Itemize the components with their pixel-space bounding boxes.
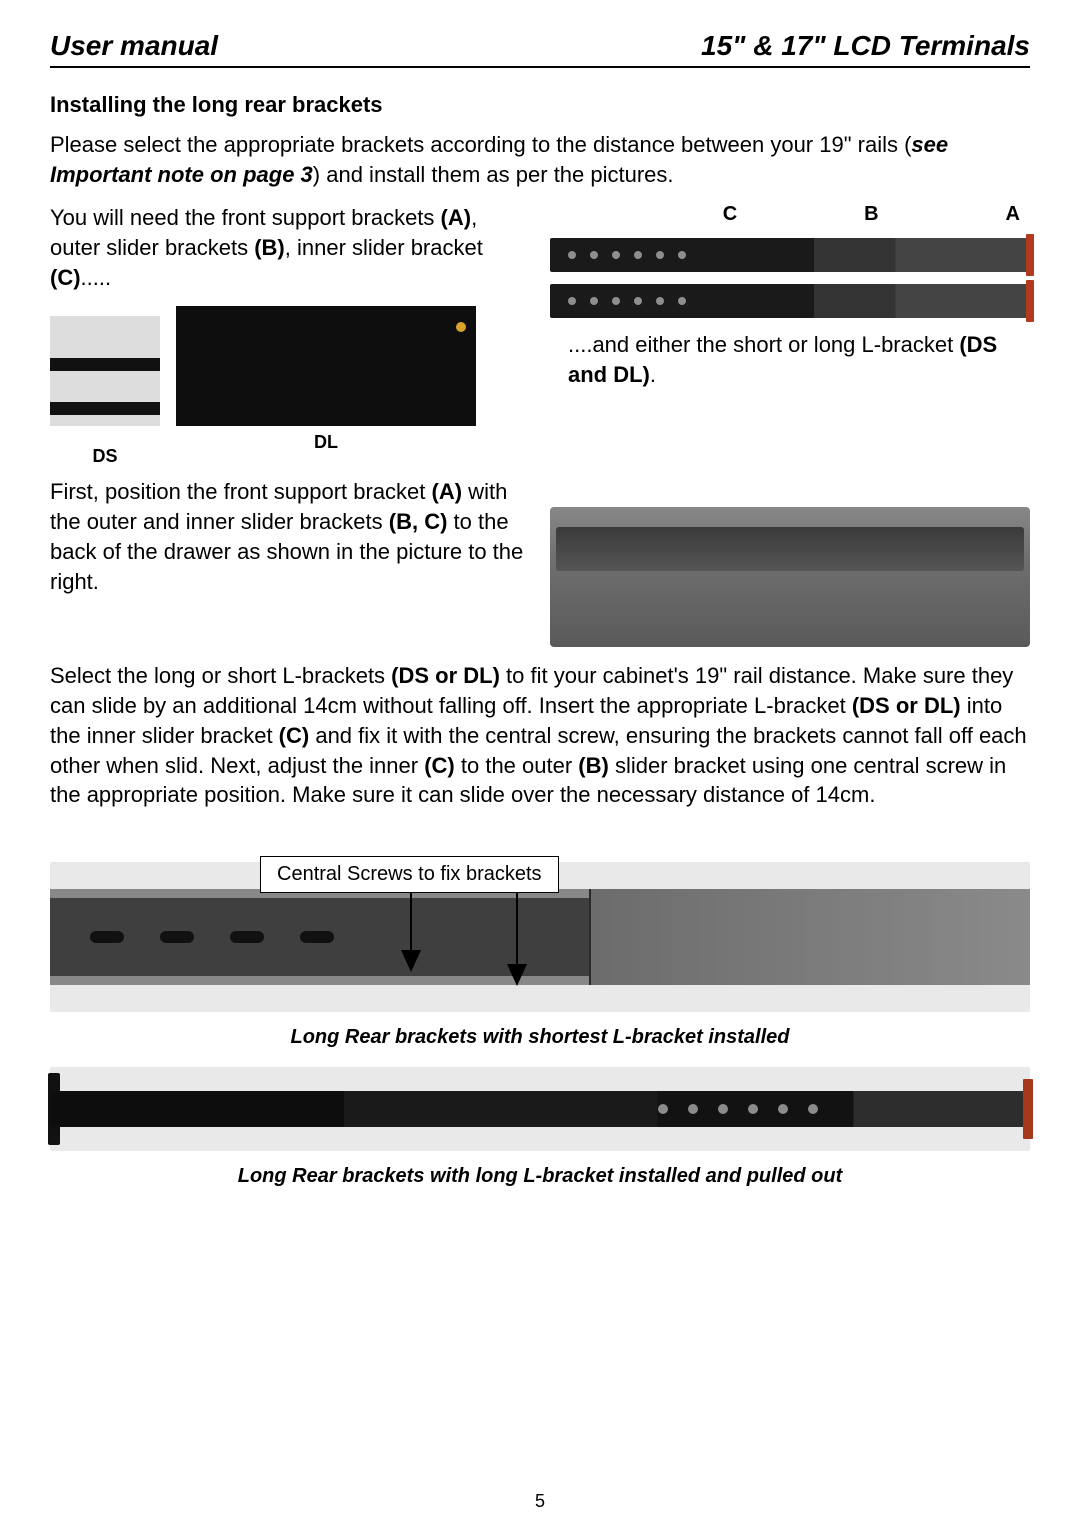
ds-dl-figures bbox=[50, 306, 530, 426]
p2a: ....and either the short or long L-brack… bbox=[568, 332, 959, 357]
sp-i: to the outer bbox=[455, 753, 579, 778]
col-right-2 bbox=[550, 477, 1030, 647]
section-title: Installing the long rear brackets bbox=[50, 92, 1030, 118]
p1e: , inner slider bracket bbox=[285, 235, 483, 260]
rail-label-a: A bbox=[1006, 203, 1020, 226]
central-screws-figure-wrap: Central Screws to fix brackets bbox=[50, 862, 1030, 1012]
sp-h: (C) bbox=[424, 753, 455, 778]
page-header: User manual 15" & 17" LCD Terminals bbox=[50, 30, 1030, 68]
arrow-stem-1 bbox=[410, 892, 412, 952]
sp-d: (DS or DL) bbox=[852, 693, 961, 718]
p1f: (C) bbox=[50, 265, 81, 290]
row-support-and-rails: You will need the front support brackets… bbox=[50, 203, 1030, 467]
sp-a: Select the long or short L-brackets bbox=[50, 663, 391, 688]
rail-dots bbox=[568, 251, 686, 259]
dl-bracket-figure bbox=[176, 306, 476, 426]
rail-dots bbox=[568, 297, 686, 305]
label-ds: DS bbox=[50, 432, 160, 467]
select-paragraph: Select the long or short L-brackets (DS … bbox=[50, 661, 1030, 809]
p1b: (A) bbox=[441, 205, 472, 230]
row-first-position: First, position the front support bracke… bbox=[50, 477, 1030, 647]
p2c: . bbox=[650, 362, 656, 387]
label-dl: DL bbox=[176, 432, 476, 467]
either-text: ....and either the short or long L-brack… bbox=[550, 330, 1030, 389]
p1d: (B) bbox=[254, 235, 285, 260]
rail-slots bbox=[90, 931, 334, 943]
rail-bottom bbox=[550, 284, 1030, 318]
header-right: 15" & 17" LCD Terminals bbox=[701, 30, 1030, 62]
caption-2: Long Rear brackets with long L-bracket i… bbox=[50, 1165, 1030, 1188]
drawer-inner bbox=[556, 527, 1024, 571]
p1a: You will need the front support brackets bbox=[50, 205, 441, 230]
intro-post: ) and install them as per the pictures. bbox=[313, 162, 674, 187]
rail-labels: C B A bbox=[550, 203, 1030, 232]
page-number: 5 bbox=[0, 1491, 1080, 1512]
intro-paragraph: Please select the appropriate brackets a… bbox=[50, 130, 1030, 189]
drawer-back-figure bbox=[550, 507, 1030, 647]
caption-1: Long Rear brackets with shortest L-brack… bbox=[50, 1026, 1030, 1049]
col-right-1: C B A ....and either the short or long L… bbox=[550, 203, 1030, 467]
ds-bracket-figure bbox=[50, 316, 160, 426]
rail-stack-figure bbox=[550, 238, 1030, 318]
rail-top bbox=[550, 238, 1030, 272]
support-text: You will need the front support brackets… bbox=[50, 203, 530, 292]
sp-f: (C) bbox=[279, 723, 310, 748]
first-position-text: First, position the front support bracke… bbox=[50, 477, 530, 596]
rail-right-block bbox=[589, 889, 1030, 985]
fp-a: First, position the front support bracke… bbox=[50, 479, 432, 504]
arrow-stem-2 bbox=[516, 892, 518, 966]
pull-dots bbox=[658, 1104, 818, 1114]
p1g: ..... bbox=[81, 265, 112, 290]
fp-b: (A) bbox=[432, 479, 463, 504]
arrow-head-2 bbox=[507, 964, 527, 986]
sp-j: (B) bbox=[578, 753, 609, 778]
fp-d: (B, C) bbox=[389, 509, 448, 534]
ds-dl-labels: DS DL bbox=[50, 432, 530, 467]
header-left: User manual bbox=[50, 30, 218, 62]
end-cap-right bbox=[1023, 1079, 1033, 1139]
central-screws-callout: Central Screws to fix brackets bbox=[260, 856, 559, 893]
sp-b: (DS or DL) bbox=[391, 663, 500, 688]
col-left-1: You will need the front support brackets… bbox=[50, 203, 530, 467]
callout-box: Central Screws to fix brackets bbox=[260, 856, 559, 893]
pull-bar bbox=[50, 1091, 1030, 1127]
col-left-2: First, position the front support bracke… bbox=[50, 477, 530, 647]
long-rail-pulled-figure bbox=[50, 1067, 1030, 1151]
rail-label-b: B bbox=[864, 203, 878, 226]
rail-label-c: C bbox=[723, 203, 737, 226]
arrow-head-1 bbox=[401, 950, 421, 972]
intro-pre: Please select the appropriate brackets a… bbox=[50, 132, 911, 157]
